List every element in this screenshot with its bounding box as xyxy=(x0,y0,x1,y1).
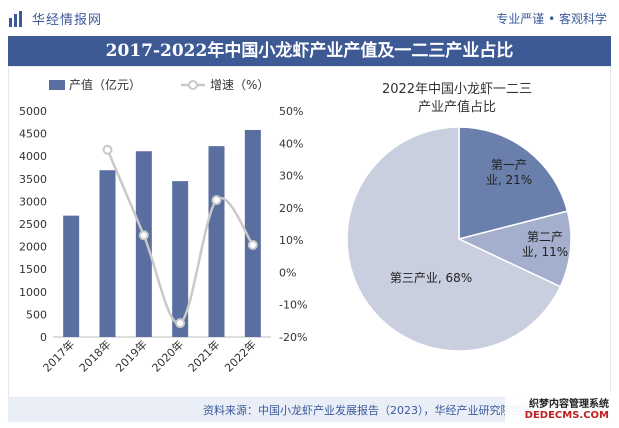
legend-label-growth: 增速（%） xyxy=(210,78,269,92)
legend-label-output: 产值（亿元） xyxy=(69,77,141,92)
watermark-line1: 织梦内容管理系统 xyxy=(529,399,609,410)
pie-slice xyxy=(346,126,562,352)
legend-swatch-output xyxy=(49,80,65,90)
watermark-line2: DEDECMS.COM xyxy=(524,410,609,421)
pie-slice-label: 第一产业, 21% xyxy=(486,158,532,187)
y-right-tick-label: -10% xyxy=(279,299,307,312)
growth-point xyxy=(138,230,149,241)
brand-logo-icon xyxy=(8,10,26,28)
legend-marker-growth xyxy=(188,80,198,90)
y-right-tick-label: 30% xyxy=(279,170,303,183)
y-left-tick-label: 2000 xyxy=(19,241,47,254)
y-left-tick-label: 1000 xyxy=(19,286,47,299)
x-tick-label: 2019年 xyxy=(112,337,149,374)
source-note: 资料来源：中国小龙虾产业发展报告（2023），华经产业研究院整理 xyxy=(203,404,534,417)
tagline: 专业严谨 • 客观科学 xyxy=(496,12,607,26)
chart-panel: 产值（亿元） 增速（%） 0 500 1000 1500 2000 2500 3000 3500 4… xyxy=(8,66,611,398)
pie-slice-label: 第三产业, 68% xyxy=(390,271,472,285)
x-tick-label: 2021年 xyxy=(185,337,222,374)
y-left-tick-label: 5000 xyxy=(19,105,47,118)
bar xyxy=(99,170,116,337)
y-left-tick-label: 4000 xyxy=(19,150,47,163)
y-right-tick-label: 0% xyxy=(279,266,296,279)
x-tick-label: 2020年 xyxy=(149,337,186,374)
growth-point xyxy=(211,195,222,206)
y-right-tick-label: 40% xyxy=(279,137,303,150)
growth-point xyxy=(102,144,113,155)
y-right-tick-label: 10% xyxy=(279,234,303,247)
y-left-tick-label: 1500 xyxy=(19,263,47,276)
pie-slice-label: 第二产业, 11% xyxy=(522,230,568,259)
x-tick-label: 2018年 xyxy=(76,337,113,374)
x-tick-label: 2022年 xyxy=(221,337,258,374)
growth-point xyxy=(247,239,258,250)
page-title: 2017-2022年中国小龙虾产业产值及一二三产业占比 xyxy=(8,36,611,66)
bar xyxy=(244,129,261,337)
y-left-tick-label: 3500 xyxy=(19,173,47,186)
combo-chart: 产值（亿元） 增速（%） 0 500 1000 1500 2000 2500 3000 3500 4… xyxy=(19,77,307,375)
y-left-tick-label: 0 xyxy=(40,331,47,344)
brand: 华经情报网 xyxy=(8,9,102,28)
pie-slice xyxy=(458,126,569,240)
bar xyxy=(63,215,80,337)
brand-name: 华经情报网 xyxy=(32,13,103,28)
pie-title: 2022年中国小龙虾一二三产业产值占比 xyxy=(382,82,532,115)
growth-point xyxy=(175,318,186,329)
bar xyxy=(208,146,225,337)
y-left-tick-label: 2500 xyxy=(19,218,47,231)
watermark-badge xyxy=(505,392,611,426)
y-left-tick-label: 3000 xyxy=(19,195,47,208)
bar xyxy=(135,151,152,337)
y-right-tick-label: 50% xyxy=(279,105,303,118)
y-right-tick-label: -20% xyxy=(279,331,307,344)
top-bar: 华经情报网 专业严谨 • 客观科学 xyxy=(0,0,619,36)
y-left-tick-label: 4500 xyxy=(19,128,47,141)
pie-slice xyxy=(456,210,572,288)
y-left-tick-label: 500 xyxy=(26,308,47,321)
y-right-tick-label: 20% xyxy=(279,202,303,215)
bar xyxy=(172,181,189,337)
